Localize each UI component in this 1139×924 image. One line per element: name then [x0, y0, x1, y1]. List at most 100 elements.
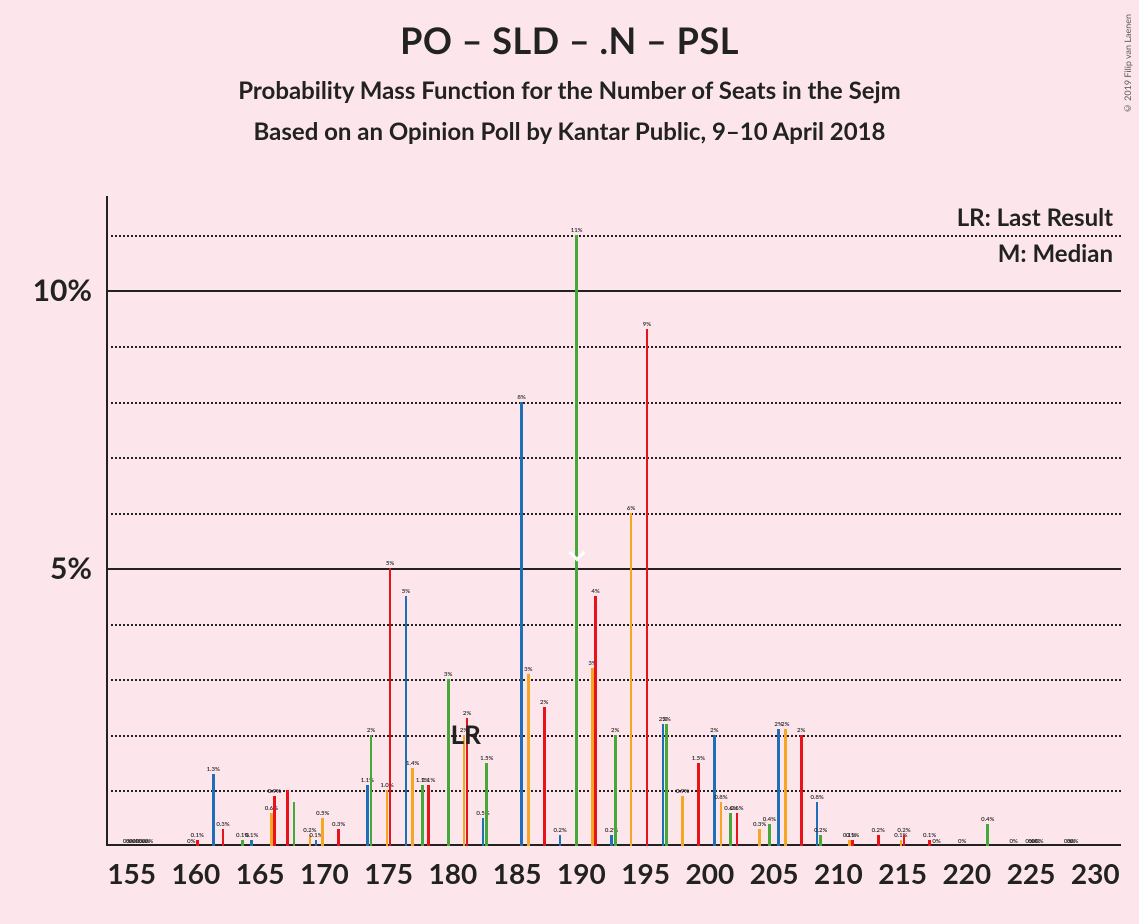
- bar-value-label: 0.9%: [268, 788, 281, 795]
- bar-value-label: 0.1%: [846, 832, 859, 839]
- grid-minor: [106, 402, 1121, 404]
- bar: 2%: [665, 724, 668, 846]
- plot-area: 5%10%15516016517017518018519019520020521…: [106, 196, 1121, 846]
- bar: 0.5%: [482, 818, 485, 846]
- bar: 8%: [520, 402, 523, 846]
- bar-value-label: 9%: [643, 321, 651, 328]
- bar: 1.3%: [212, 774, 215, 846]
- bar-value-label: 0.2%: [897, 827, 910, 834]
- bar-value-label: 2%: [540, 699, 548, 706]
- bar: 1.1%: [427, 785, 430, 846]
- bar-value-label: 2%: [781, 721, 789, 728]
- bar-value-label: 11%: [571, 227, 583, 234]
- bar: 0.1%: [928, 840, 931, 846]
- x-tick-label: 180: [429, 856, 478, 890]
- grid-major: [106, 290, 1121, 292]
- bar: 0.2%: [819, 835, 822, 846]
- bar: 0.6%: [736, 813, 739, 846]
- grid-minor: [106, 457, 1121, 459]
- bar: 2%: [713, 735, 716, 846]
- x-tick-label: 175: [364, 856, 413, 890]
- bar-value-label: 0.3%: [216, 821, 229, 828]
- x-tick-label: 195: [621, 856, 670, 890]
- bar: 2%: [370, 735, 373, 846]
- x-tick-label: 210: [814, 856, 863, 890]
- bar: 2%: [662, 724, 665, 846]
- bar-value-label: 1.5%: [692, 755, 705, 762]
- x-tick-label: 160: [172, 856, 221, 890]
- x-tick-label: 165: [236, 856, 285, 890]
- bar: 11%: [575, 235, 578, 846]
- x-tick-label: 155: [107, 856, 156, 890]
- bar-value-label: 0.9%: [676, 788, 689, 795]
- bar: 0.3%: [222, 829, 225, 846]
- y-axis: [106, 196, 108, 846]
- bar: 0.9%: [273, 796, 276, 846]
- y-tick-label: 5%: [50, 550, 92, 586]
- bar: 4%: [594, 596, 597, 846]
- bar-value-label: 0%: [932, 838, 940, 845]
- bar-value-label: 1.1%: [422, 777, 435, 784]
- bar: 0.2%: [877, 835, 880, 846]
- x-tick-label: 220: [942, 856, 991, 890]
- bar: 0.3%: [337, 829, 340, 846]
- bar-value-label: 2%: [710, 727, 718, 734]
- bar: 2%: [614, 735, 617, 846]
- bar-value-label: 2%: [611, 727, 619, 734]
- bar-value-label: 4%: [591, 588, 599, 595]
- x-tick-label: 230: [1071, 856, 1120, 890]
- bar-value-label: 0.2%: [553, 827, 566, 834]
- bar: 0.2%: [559, 835, 562, 846]
- bar-value-label: 1.5%: [480, 755, 493, 762]
- x-tick-label: 170: [300, 856, 349, 890]
- bar-value-label: 6%: [627, 505, 635, 512]
- bar-value-label: 0.1%: [191, 832, 204, 839]
- bar-value-label: 0.1%: [245, 832, 258, 839]
- bar: 2%: [784, 729, 787, 846]
- bar-value-label: 0%: [145, 838, 153, 845]
- bar-value-label: 0%: [958, 838, 966, 845]
- bar-value-label: 0%: [1070, 838, 1078, 845]
- bar-value-label: 2%: [797, 727, 805, 734]
- bar: 0.1%: [250, 840, 253, 846]
- bar: 0.1%: [241, 840, 244, 846]
- bar: 1.1%: [366, 785, 369, 846]
- bar-value-label: 0.2%: [814, 827, 827, 834]
- median-marker: [568, 544, 585, 561]
- x-tick-label: 205: [750, 856, 799, 890]
- bar-value-label: 2%: [367, 727, 375, 734]
- chart-title: PO – SLD – .N – PSL: [0, 0, 1139, 62]
- bar-value-label: 0.5%: [316, 810, 329, 817]
- bar-value-label: 0.4%: [763, 816, 776, 823]
- bar: 0.8%: [720, 802, 723, 846]
- bar: 3%: [527, 674, 530, 846]
- bar: 0.1%: [315, 840, 318, 846]
- x-tick-label: 215: [878, 856, 927, 890]
- bar: 6%: [630, 513, 633, 846]
- bar-value-label: 5%: [386, 560, 394, 567]
- bar-value-label: 0.6%: [730, 805, 743, 812]
- credit-text: © 2019 Filip van Laenen: [1122, 14, 1133, 114]
- bar-value-label: 1.0%: [380, 782, 393, 789]
- legend-lr: LR: Last Result: [957, 200, 1113, 236]
- bar-value-label: 3%: [524, 666, 532, 673]
- legend: LR: Last Result M: Median: [957, 200, 1113, 272]
- bar: 0.8%: [816, 802, 819, 846]
- bar: 9%: [646, 329, 649, 846]
- bar: 0.4%: [986, 824, 989, 846]
- bar: 0.9%: [681, 796, 684, 846]
- bar-value-label: 0.6%: [265, 805, 278, 812]
- bar: 0.4%: [768, 824, 771, 846]
- y-tick-label: 10%: [33, 272, 92, 308]
- x-tick-label: 200: [685, 856, 734, 890]
- bar-value-label: 8%: [517, 394, 525, 401]
- bar-value-label: 0.8%: [810, 794, 823, 801]
- bar-value-label: 0%: [1035, 838, 1043, 845]
- bar: 2%: [800, 735, 803, 846]
- x-tick-label: 190: [557, 856, 606, 890]
- bar-value-label: 0.2%: [872, 827, 885, 834]
- chart-subtitle-2: Based on an Opinion Poll by Kantar Publi…: [0, 117, 1139, 146]
- legend-m: M: Median: [957, 236, 1113, 272]
- bar-value-label: 0.3%: [332, 821, 345, 828]
- bar: 0.1%: [851, 840, 854, 846]
